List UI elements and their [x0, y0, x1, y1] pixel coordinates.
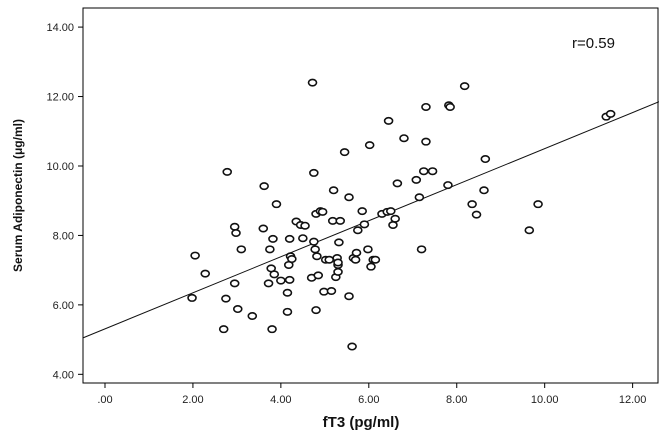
data-point	[383, 116, 394, 125]
data-point	[353, 226, 363, 235]
data-point	[271, 200, 282, 209]
x-tick-label: 10.00	[531, 394, 559, 406]
data-point	[363, 245, 373, 254]
data-point	[218, 325, 229, 334]
data-point	[187, 293, 197, 302]
x-tick-label: 4.00	[270, 394, 291, 406]
regression-line	[82, 101, 659, 339]
data-point	[232, 305, 243, 314]
data-point	[390, 214, 400, 223]
data-point	[258, 224, 269, 233]
data-point	[347, 342, 357, 351]
data-point	[339, 148, 350, 157]
data-point	[334, 238, 344, 247]
data-point	[282, 307, 293, 316]
data-point	[307, 78, 318, 87]
data-point	[287, 255, 297, 264]
x-tick-label: .00	[97, 394, 112, 406]
data-point	[309, 168, 319, 177]
data-point	[326, 286, 337, 295]
data-point	[351, 248, 362, 257]
data-point	[359, 220, 370, 229]
data-point	[445, 102, 455, 111]
data-point	[313, 271, 324, 280]
data-point	[335, 216, 346, 225]
x-tick-label: 12.00	[619, 394, 647, 406]
data-point	[605, 109, 616, 118]
data-point	[418, 167, 429, 176]
y-tick-label: 6.00	[53, 300, 74, 312]
x-tick-label: 6.00	[358, 394, 379, 406]
data-point	[284, 275, 295, 284]
data-point	[309, 237, 319, 246]
data-point	[229, 222, 240, 231]
data-point	[479, 186, 489, 195]
data-point	[357, 207, 368, 216]
y-tick-label: 4.00	[53, 369, 74, 381]
data-point	[333, 258, 343, 267]
data-point	[392, 179, 403, 188]
data-point	[265, 245, 275, 254]
plot-area: 4.00 6.00 8.00 10.00 12.00 14.00 .00 2.00 4.00 6.…	[46, 7, 659, 406]
data-point	[471, 210, 482, 219]
data-point	[524, 226, 535, 235]
data-point	[300, 221, 310, 230]
data-point	[267, 325, 277, 334]
data-point	[480, 155, 491, 164]
data-point	[370, 255, 381, 264]
data-point	[298, 234, 308, 243]
data-point	[276, 276, 286, 285]
data-point	[222, 167, 233, 176]
data-point	[311, 306, 321, 315]
data-point	[414, 193, 425, 202]
data-point	[312, 252, 322, 261]
data-point	[364, 141, 375, 150]
data-point	[411, 175, 422, 184]
data-point	[416, 245, 427, 254]
correlation-annotation: r=0.59	[572, 35, 615, 52]
data-point	[350, 255, 361, 264]
data-point	[344, 193, 354, 202]
data-point	[269, 270, 280, 279]
plot-frame	[82, 7, 659, 384]
data-point	[284, 234, 295, 243]
data-point	[427, 167, 438, 176]
data-point	[443, 181, 453, 190]
data-point	[229, 279, 240, 288]
data-point	[282, 288, 293, 297]
y-axis-title: Serum Adiponectin (μg/ml)	[11, 119, 25, 272]
data-point	[190, 251, 200, 260]
data-point	[467, 200, 477, 209]
data-point	[231, 229, 241, 238]
data-point	[533, 200, 543, 209]
data-point	[421, 102, 431, 111]
data-point	[200, 269, 211, 278]
data-point	[385, 207, 396, 216]
data-point	[459, 82, 470, 91]
data-point	[421, 137, 431, 146]
data-point	[317, 207, 328, 216]
data-point	[268, 234, 278, 243]
x-axis-title: fT3 (pg/ml)	[323, 414, 400, 431]
x-tick-label: 2.00	[182, 394, 203, 406]
data-point	[310, 245, 320, 254]
data-point	[324, 255, 335, 264]
data-point	[399, 134, 409, 143]
data-point	[388, 221, 398, 230]
data-point	[333, 267, 343, 276]
y-tick-label: 12.00	[46, 92, 74, 104]
x-tick-label: 8.00	[446, 394, 467, 406]
y-tick-label: 8.00	[53, 230, 74, 242]
data-point	[236, 245, 247, 254]
y-tick-label: 14.00	[46, 22, 74, 34]
data-point	[247, 311, 258, 320]
data-point	[263, 279, 274, 288]
data-point	[328, 186, 339, 195]
y-tick-label: 10.00	[46, 161, 74, 173]
data-point	[344, 292, 354, 301]
data-point	[366, 262, 376, 271]
data-point	[259, 182, 269, 191]
data-point	[221, 294, 231, 303]
